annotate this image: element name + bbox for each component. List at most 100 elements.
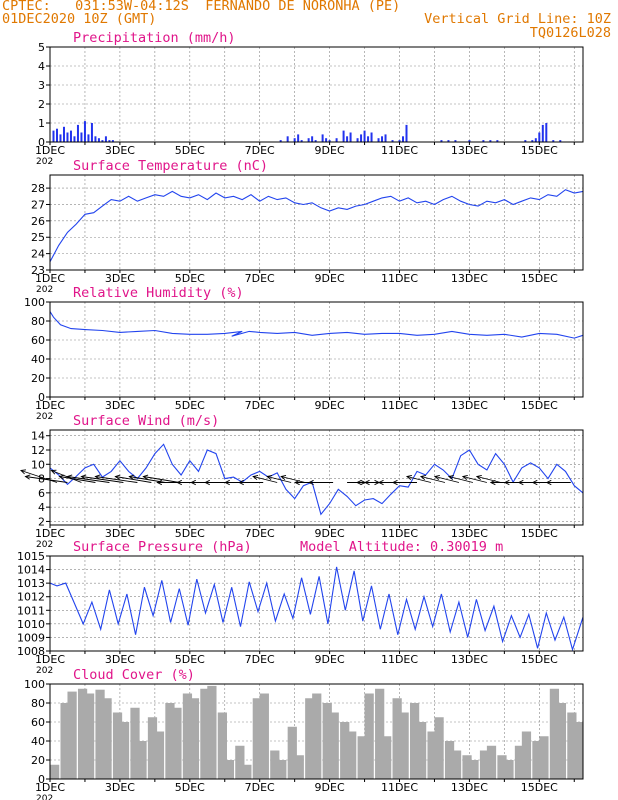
panel2-xtick-label: 3DEC [105,272,135,285]
panel1-precip-bar [534,138,537,142]
panel3-xtick-label: 7DEC [245,399,275,412]
panel1-precip-bar [440,140,443,142]
panel4-wind-arrowhead [238,479,244,486]
panel6-ytick-label: 60 [31,716,45,729]
panel6-title: Cloud Cover (%) [73,667,195,683]
panel1-precip-bar [108,140,111,142]
panel6-cloud-bar [567,712,577,779]
panel6-cloud-bar [486,745,497,779]
header-station: CPTEC: 031:53W-04:12S FERNANDO DE NORONH… [2,0,401,14]
panel4-ytick-label: 2 [38,515,45,528]
panel1-precip-bar [286,136,289,142]
panel5-title: Surface Pressure (hPa) [73,539,252,555]
panel4-wind-arrowhead [475,475,482,481]
panel1-year-label: 202 [36,157,53,167]
panel6-cloud-bar [84,693,95,779]
panel1-precip-bar [80,132,83,142]
panel6-frame [49,683,584,780]
panel1-xtick-label: 13DEC [451,144,488,157]
panel1-xtick-label: 1DEC [35,144,65,157]
panel4-wind-arrowhead [20,469,27,475]
panel4-wind-vector [462,476,487,483]
panel6-ytick-label: 80 [31,697,45,710]
panel6-cloud-bar [532,741,542,779]
panel4-wind-arrowhead [517,479,524,486]
panel6-cloud-bar [409,703,420,779]
panel1-precip-bar [87,134,90,142]
panel4-wind-vector [51,470,82,483]
panel2-xtick-label: 9DEC [315,272,345,285]
panel5-ytick-label: 1011 [17,604,45,617]
panel1-ytick-label: 1 [38,117,45,130]
panel4-xtick-label: 5DEC [175,527,205,540]
panel4-wind-arrowhead [356,479,362,486]
panel6-cloud-bar [462,755,472,779]
panel1-xtick-label: 15DEC [521,144,558,157]
panel4-wind-vector [434,476,460,483]
panel6-cloud-bar [287,726,297,779]
panel6-cloud-bar [574,722,583,779]
panel3-xtick-label: 5DEC [175,399,205,412]
panel6-cloud-bar [479,750,490,779]
panel3-ytick-label: 100 [24,296,45,309]
panel1-precip-bar [76,124,79,142]
panel1-precip-bar [328,140,331,142]
panel6-cloud-bar [235,745,245,779]
panel1-precip-bar [90,123,93,142]
panel6-xtick-label: 5DEC [175,781,205,794]
panel4-wind-vector [95,476,138,483]
panel4-wind-arrowhead [545,479,552,486]
panel5-frame [49,555,584,652]
panel1-precip-bar [538,132,541,142]
panel6-cloud-bar [382,736,392,779]
panel6-cloud-bar [556,703,567,779]
panel1-precip-bar [367,136,370,142]
panel6-cloud-bar [172,707,182,779]
panel4-wind-arrowhead [252,475,259,481]
panel4-ytick-label: 10 [31,458,45,471]
panel6-year-label: 202 [36,794,53,800]
panel5-ytick-label: 1012 [17,591,45,604]
panel6-cloud-bar [497,755,507,779]
panel3-xtick-label: 1DEC [35,399,65,412]
panel6-cloud-bar [60,703,70,779]
panel3-ytick-label: 20 [31,372,45,385]
panel3-xtick-label: 3DEC [105,399,135,412]
panel4-wind-arrowhead [419,475,426,481]
panel6-cloud-bar [154,731,165,779]
panel4-title: Surface Wind (m/s) [73,413,219,429]
panel4-wind-arrowhead [94,474,101,480]
panel6-ytick-label: 20 [31,754,45,767]
panel6-ytick-label: 100 [24,678,45,691]
panel4-wind-vector [67,476,110,483]
header-run-id: TQ0126L028 [529,25,611,41]
panel1-precip-bar [300,140,303,142]
panel6-xtick-label: 9DEC [315,781,345,794]
panel4-wind-arrowhead [266,475,273,481]
panel4-wind-arrowhead [391,479,398,486]
panel6-cloud-bar [539,736,549,779]
panel1-precip-bar [402,136,405,142]
panel4-wind-vector [476,476,501,483]
panel6-cloud-bar [364,693,374,779]
panel1-precip-bar [307,138,310,142]
panel6-cloud-bar [270,750,280,779]
panel1-ytick-label: 0 [38,136,45,149]
panel2-title: Surface Temperature (nC) [73,158,268,174]
panel1-precip-bar [377,138,380,142]
panel1-precip-bar [559,140,562,142]
panel6-cloud-bar [357,736,367,779]
panel6-cloud-bar [451,750,462,779]
panel4-wind-arrowhead [363,479,370,486]
panel1-precip-bar [496,140,499,142]
panel3-ytick-label: 0 [38,391,45,404]
panel4-xtick-label: 1DEC [35,527,65,540]
panel5-xtick-label: 15DEC [521,653,558,666]
panel6-cloud-bar [130,707,140,779]
panel3-year-label: 202 [36,412,53,422]
panel4-wind-vector [81,476,124,483]
panel4-wind-arrowhead [142,474,149,480]
panel4-wind-arrowhead [66,474,73,480]
panel1-precip-bar [335,138,338,142]
panel1-precip-bar [482,140,485,142]
